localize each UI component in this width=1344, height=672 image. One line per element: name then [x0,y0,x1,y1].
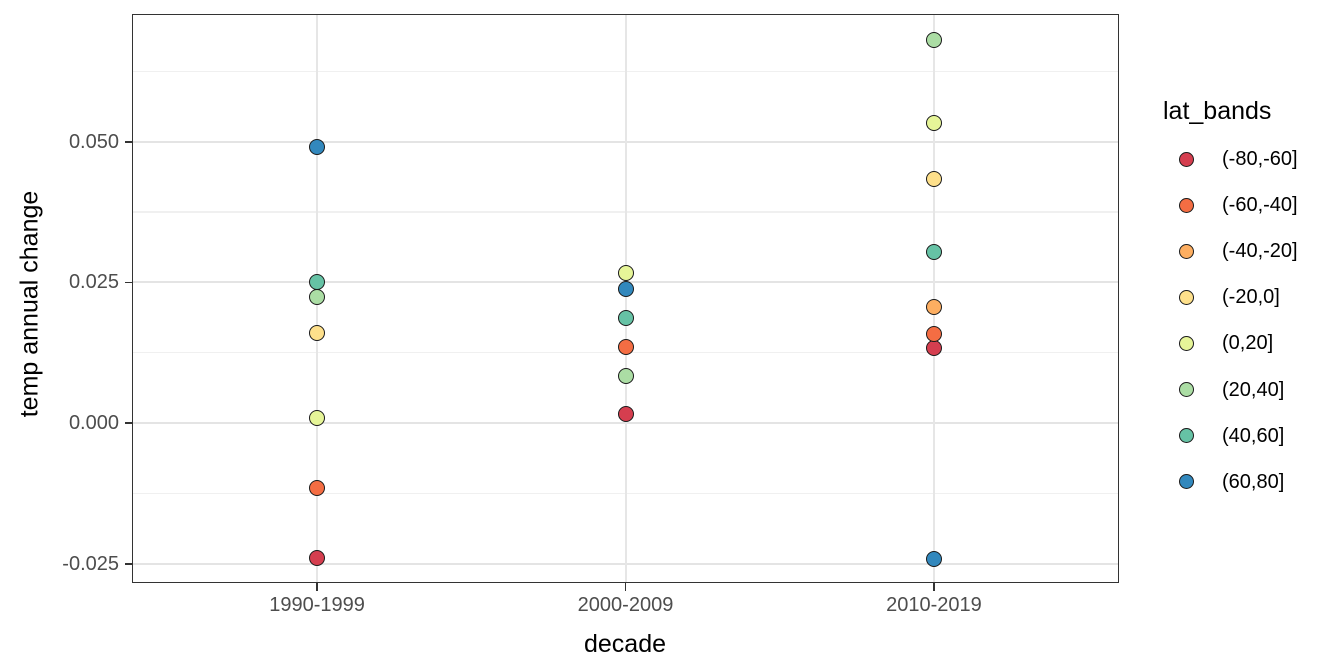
y-axis-tick-mark [125,140,132,143]
legend-key-icon [1178,428,1194,444]
legend-title: lat_bands [1163,97,1272,125]
legend-item-label: (0,20] [1222,332,1274,355]
data-point [617,339,634,356]
y-tick-label: 0.025 [68,271,119,294]
legend-key-icon [1178,335,1194,351]
data-point [925,326,942,343]
x-axis-tick-mark [316,583,318,591]
y-axis-tick-mark [125,563,132,565]
legend-key-icon [1178,151,1194,167]
data-point [925,115,942,132]
data-point [309,288,326,305]
x-tick-label: 2010-2019 [886,594,982,616]
legend-key-icon [1178,243,1194,259]
y-tick-label: 0.000 [68,412,119,435]
legend-item-label: (60,80] [1222,470,1285,493]
data-point [309,139,326,156]
data-point [309,274,326,291]
data-point [309,479,326,496]
legend-item-label: (20,40] [1222,378,1285,401]
data-point [309,550,326,567]
data-point [925,243,942,260]
x-tick-label: 1990-1999 [269,594,365,616]
gridline-major-x [624,14,627,583]
y-tick-label: 0.050 [68,130,119,153]
x-axis-tick-mark [624,583,627,591]
x-tick-label: 2000-2009 [577,594,674,616]
y-axis-tick-mark [125,281,132,284]
y-tick-label: -0.025 [62,552,119,575]
legend-item-label: (-40,-20] [1222,240,1298,263]
data-point [925,171,942,188]
data-point [309,409,326,426]
data-point [925,550,942,567]
data-point [617,368,634,385]
x-axis-tick-mark [933,583,935,591]
data-point [617,281,634,298]
data-point [617,405,634,422]
legend-key-icon [1178,474,1194,490]
y-axis-tick-mark [125,422,132,424]
data-point [617,310,634,327]
legend-item-label: (-20,0] [1222,286,1280,309]
legend-key-icon [1178,382,1194,397]
legend-item-label: (-80,-60] [1222,148,1298,170]
x-axis-title: decade [583,630,667,658]
y-axis-title: temp annual change [15,190,44,418]
legend-key-icon [1178,289,1194,305]
data-point [925,32,942,49]
gridline-major-x [932,14,935,583]
legend-item-label: (-60,-40] [1222,194,1298,217]
legend-item-label: (40,60] [1222,424,1285,447]
legend-key-icon [1178,197,1194,213]
data-point [925,298,942,315]
data-point [309,325,326,342]
data-point [617,264,634,281]
